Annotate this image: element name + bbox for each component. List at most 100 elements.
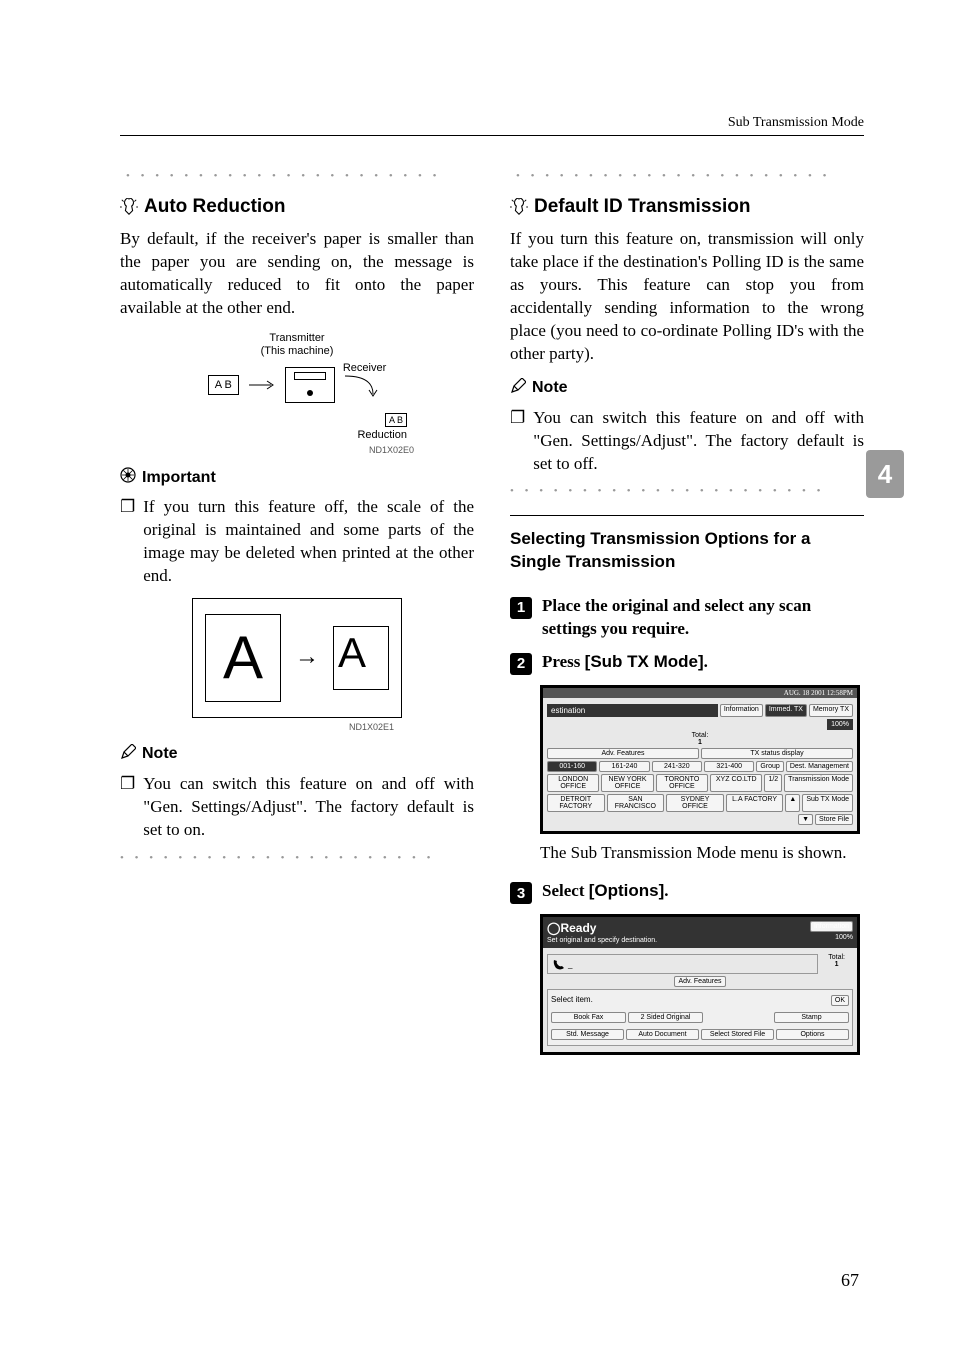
ss-ready-label: ◯Ready	[547, 921, 596, 935]
ss-store-file[interactable]: Store File	[815, 814, 853, 825]
a-to-a-diagram: A → A	[120, 598, 474, 718]
ss-memory-button[interactable]: Memory TX	[809, 704, 853, 717]
dotted-divider	[510, 485, 864, 497]
ss-pct: 100%	[835, 934, 853, 941]
ss-contact[interactable]: TORONTO OFFICE	[656, 774, 708, 792]
step-number-icon: 2	[510, 653, 532, 675]
ss-total-label: Total:	[692, 732, 709, 739]
ss-contact[interactable]: L.A FACTORY	[726, 794, 784, 812]
step-number-icon: 3	[510, 882, 532, 904]
ss-information-button[interactable]: Information	[720, 704, 763, 717]
ss-total-value: 1	[698, 739, 702, 746]
ss-transmission-mode[interactable]: Transmission Mode	[784, 774, 853, 792]
ss-immed-button[interactable]: Immed. TX	[765, 704, 807, 717]
ss-book-fax[interactable]: Book Fax	[551, 1012, 626, 1023]
two-column-layout: Auto Reduction By default, if the receiv…	[120, 160, 864, 1063]
curve-arrow-icon	[343, 374, 383, 404]
right-column: Default ID Transmission If you turn this…	[510, 160, 864, 1063]
reduction-label: Reduction	[177, 429, 417, 441]
important-icon	[120, 467, 136, 488]
screenshot-ready-panel: ◯Ready Set original and specify destinat…	[540, 914, 860, 1055]
default-id-body: If you turn this feature on, transmissio…	[510, 228, 864, 366]
bullet-icon: ❐	[120, 496, 135, 588]
auto-reduction-title: Auto Reduction	[144, 196, 285, 218]
arrow-icon: →	[295, 644, 319, 671]
ss-information-button[interactable]: Information	[810, 921, 853, 932]
arrow-icon	[247, 375, 277, 395]
note-label-left: Note	[142, 745, 178, 763]
ss-select-item: Select item.	[551, 995, 593, 1006]
ss-up-icon[interactable]: ▲	[785, 794, 800, 812]
ss-select-stored-file[interactable]: Select Stored File	[701, 1029, 774, 1040]
ss-std-message[interactable]: Std. Message	[551, 1029, 624, 1040]
note-item-right: ❐ You can switch this feature on and off…	[510, 407, 864, 476]
hint-icon	[120, 198, 138, 216]
figure-caption-2: ND1X02E1	[120, 722, 474, 732]
auto-reduction-body: By default, if the receiver's paper is s…	[120, 228, 474, 320]
pencil-icon	[510, 378, 526, 399]
ss-total-label: Total:	[828, 954, 845, 961]
note-label-right: Note	[532, 379, 568, 397]
ss-down-icon[interactable]: ▼	[798, 814, 813, 825]
dotted-divider	[510, 170, 864, 182]
sub-tx-mode-label: [Sub TX Mode]	[585, 652, 704, 671]
step-2: 2 Press [Sub TX Mode].	[510, 651, 864, 675]
ss-contact[interactable]: DETROIT FACTORY	[547, 794, 605, 812]
ss-dest-mgmt-button[interactable]: Dest. Management	[786, 761, 853, 772]
ss-ready-subtitle: Set original and specify destination.	[547, 937, 657, 944]
bullet-icon: ❐	[120, 773, 135, 842]
ss-ok-button[interactable]: OK	[831, 995, 849, 1006]
running-header: Sub Transmission Mode	[120, 115, 864, 136]
ss-stamp[interactable]: Stamp	[774, 1012, 849, 1023]
ss-group-button[interactable]: Group	[756, 761, 783, 772]
receiver-label: Receiver	[343, 362, 386, 374]
left-column: Auto Reduction By default, if the receiv…	[120, 160, 474, 1063]
step-2-prefix: Press	[542, 652, 585, 671]
ss-adv-features[interactable]: Adv. Features	[674, 976, 725, 987]
small-a-box: A	[333, 626, 389, 690]
ss-range-tab[interactable]: 241-320	[652, 761, 702, 772]
ss-sub-tx-mode[interactable]: Sub TX Mode	[802, 794, 853, 812]
step-3-suffix: .	[664, 881, 668, 900]
page-number: 67	[841, 1270, 859, 1291]
ss-contact[interactable]: XYZ CO.LTD	[710, 774, 762, 792]
step-3-prefix: Select	[542, 881, 589, 900]
screenshot-destination-panel: AUG. 18 2001 12:58PM estination Informat…	[540, 685, 860, 834]
note-text-right: You can switch this feature on and off w…	[533, 407, 864, 476]
subsection-title: Selecting Transmission Options for a Sin…	[510, 528, 864, 572]
ab-box-small: A B	[385, 413, 407, 427]
ss-contact[interactable]: NEW YORK OFFICE	[601, 774, 653, 792]
note-heading-left: Note	[120, 744, 474, 765]
pencil-icon	[120, 744, 136, 765]
ss-auto-document[interactable]: Auto Document	[626, 1029, 699, 1040]
ss-tx-status[interactable]: TX status display	[701, 748, 853, 759]
this-machine-label: (This machine)	[261, 345, 334, 357]
step-3-text: Select [Options].	[542, 880, 669, 903]
ss-contact[interactable]: SYDNEY OFFICE	[666, 794, 724, 812]
ss-options[interactable]: Options	[776, 1029, 849, 1040]
ss-range-tab[interactable]: 321-400	[704, 761, 754, 772]
ss-contact[interactable]: SAN FRANCISCO	[607, 794, 665, 812]
fax-machine-icon	[285, 367, 335, 403]
ss-range-tab[interactable]: 161-240	[599, 761, 649, 772]
step-2-text: Press [Sub TX Mode].	[542, 651, 708, 674]
ss-contact[interactable]: LONDON OFFICE	[547, 774, 599, 792]
ss-2sided[interactable]: 2 Sided Original	[628, 1012, 703, 1023]
note-text-left: You can switch this feature on and off w…	[143, 773, 474, 842]
important-text: If you turn this feature off, the scale …	[143, 496, 474, 588]
ss-topbar: AUG. 18 2001 12:58PM	[543, 688, 857, 698]
ss-adv-features[interactable]: Adv. Features	[547, 748, 699, 759]
note-item-left: ❐ You can switch this feature on and off…	[120, 773, 474, 842]
section-name: Sub Transmission Mode	[728, 115, 864, 131]
auto-reduction-heading: Auto Reduction	[120, 196, 474, 218]
chapter-tab: 4	[866, 450, 904, 498]
section-divider	[510, 515, 864, 516]
important-heading: Important	[120, 467, 474, 488]
bullet-icon: ❐	[510, 407, 525, 476]
dotted-divider	[120, 852, 474, 864]
ss-page-indicator: 1/2	[764, 774, 782, 792]
ss-destination-label: estination	[547, 704, 718, 717]
step-1: 1 Place the original and select any scan…	[510, 595, 864, 641]
ss-range-tab[interactable]: 001-160	[547, 761, 597, 772]
hint-icon	[510, 198, 528, 216]
